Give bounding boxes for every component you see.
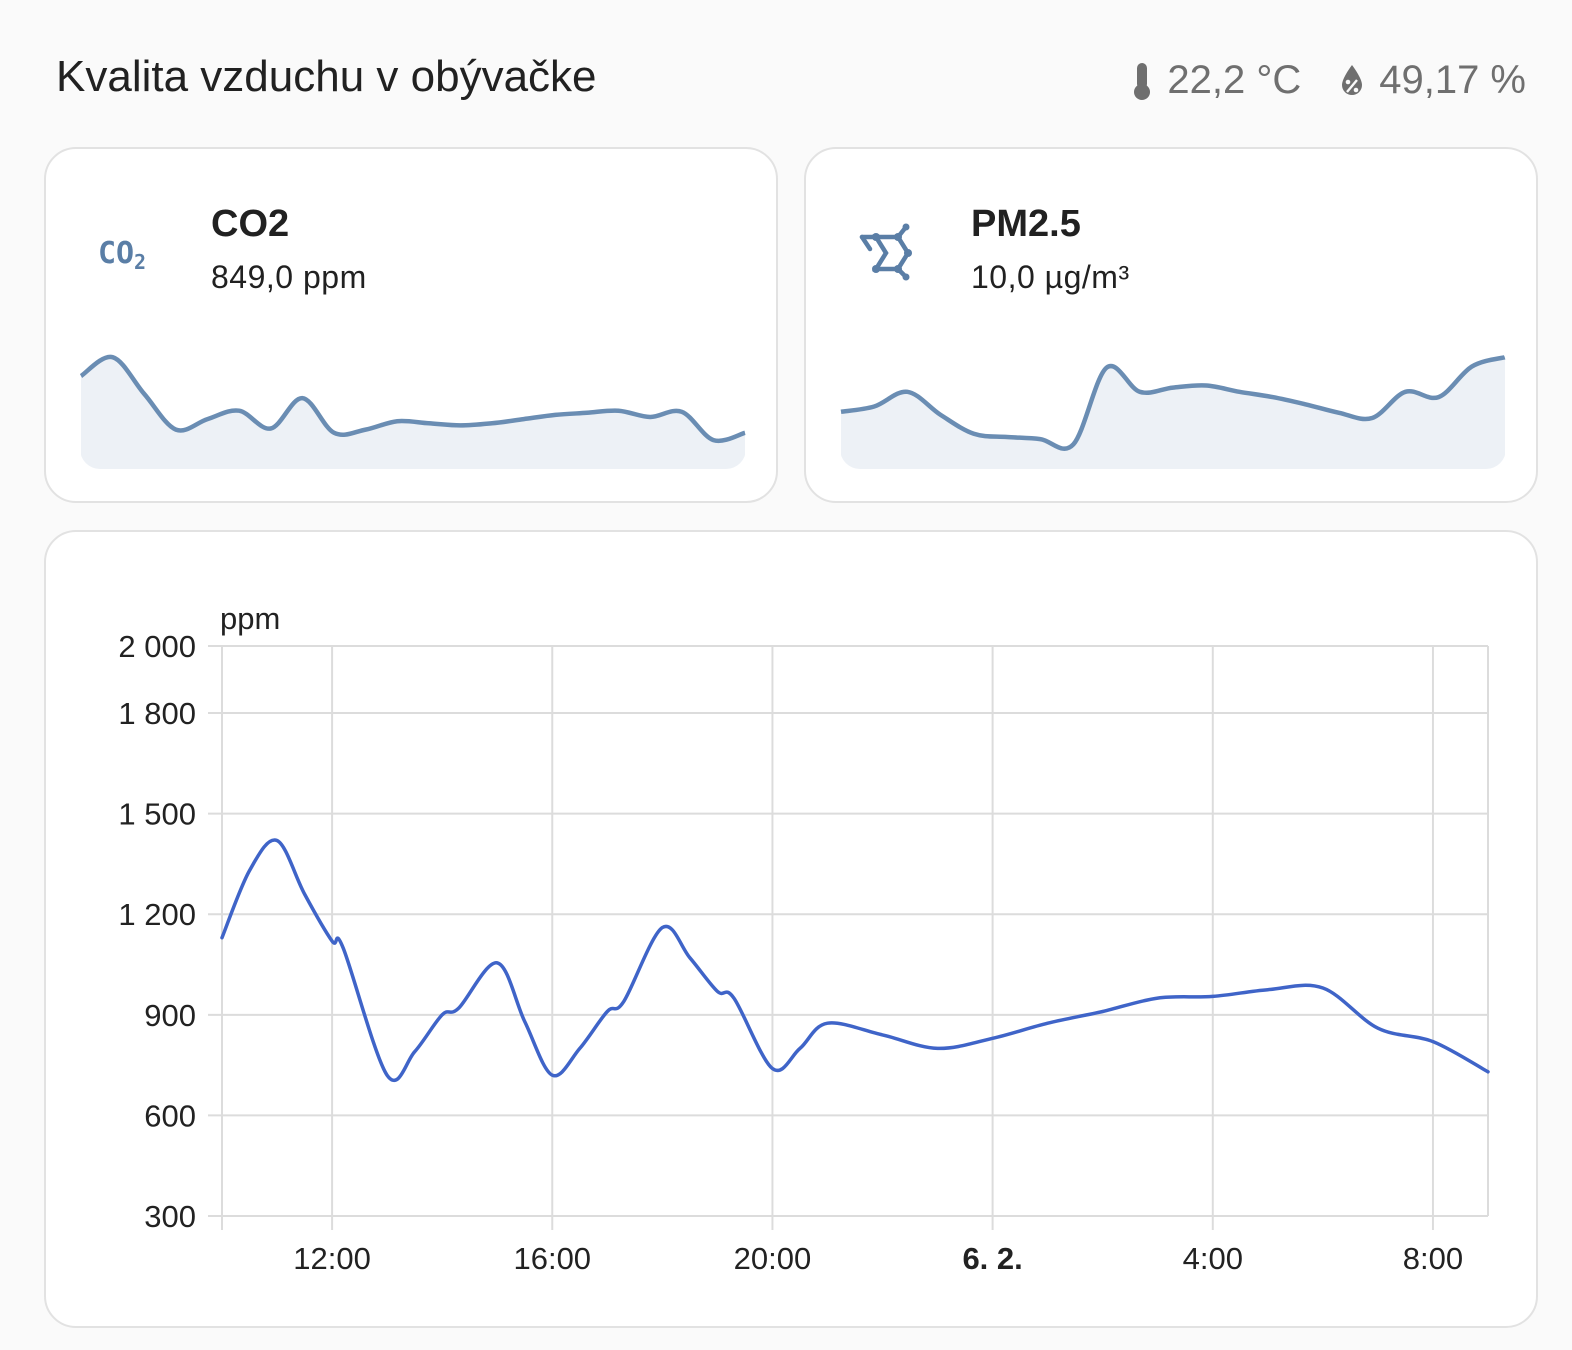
sensor-value: 10,0 µg/m³	[971, 259, 1130, 295]
pm25-sparkline	[840, 355, 1506, 469]
humidity-value: 49,17 %	[1379, 58, 1526, 102]
y-tick-label: 900	[144, 998, 196, 1033]
co2-sparkline-area	[81, 356, 745, 469]
temperature-badge[interactable]: 22,2 °C	[1131, 58, 1301, 103]
water-percent-icon	[1342, 64, 1363, 95]
sensor-value: 849,0 ppm	[211, 259, 367, 295]
co2-sensor-card[interactable]: CO 2 CO2 849,0 ppm	[44, 147, 778, 503]
co2-sparkline	[80, 354, 746, 469]
temperature-value: 22,2 °C	[1167, 58, 1302, 102]
thermometer-icon	[1134, 62, 1151, 100]
x-tick-label: 16:00	[513, 1241, 591, 1276]
y-tick-label: 1 800	[118, 696, 196, 731]
x-tick-label: 20:00	[734, 1241, 812, 1276]
x-tick-label: 12:00	[293, 1241, 371, 1276]
pm25-sensor-card[interactable]: PM2.5 10,0 µg/m³	[804, 147, 1538, 503]
sensor-name: CO2	[211, 203, 290, 245]
x-tick-label: 8:00	[1403, 1241, 1463, 1276]
co2-sparkline-line	[80, 354, 746, 444]
y-tick-label: 300	[144, 1199, 196, 1234]
y-tick-label: 2 000	[118, 629, 196, 664]
svg-text:2: 2	[134, 250, 146, 274]
y-tick-label: 1 200	[118, 897, 196, 932]
co2-history-chart[interactable]: ppm 2 000 1 800 1 500 1 200 900 600 300 12:00 1…	[46, 532, 1538, 1328]
pm25-sparkline-area	[841, 357, 1505, 469]
y-axis-label: ppm	[220, 601, 280, 636]
x-tick-label: 6. 2.	[962, 1241, 1022, 1276]
co2-icon: CO 2	[98, 236, 146, 274]
pm25-sparkline-line	[840, 355, 1506, 451]
sensor-name: PM2.5	[971, 203, 1081, 245]
svg-text:CO: CO	[98, 236, 134, 271]
molecule-icon	[859, 223, 912, 281]
co2-series-line[interactable]	[220, 838, 1490, 1083]
header-badges: 22,2 °C 49,17 %	[1131, 58, 1526, 103]
y-tick-label: 1 500	[118, 797, 196, 832]
history-chart-card[interactable]: ppm 2 000 1 800 1 500 1 200 900 600 300 12:00 1…	[44, 530, 1538, 1328]
card-title: Kvalita vzduchu v obývačke	[56, 52, 597, 101]
y-tick-label: 600	[144, 1098, 196, 1133]
x-tick-label: 4:00	[1183, 1241, 1243, 1276]
humidity-badge[interactable]: 49,17 %	[1339, 58, 1526, 103]
